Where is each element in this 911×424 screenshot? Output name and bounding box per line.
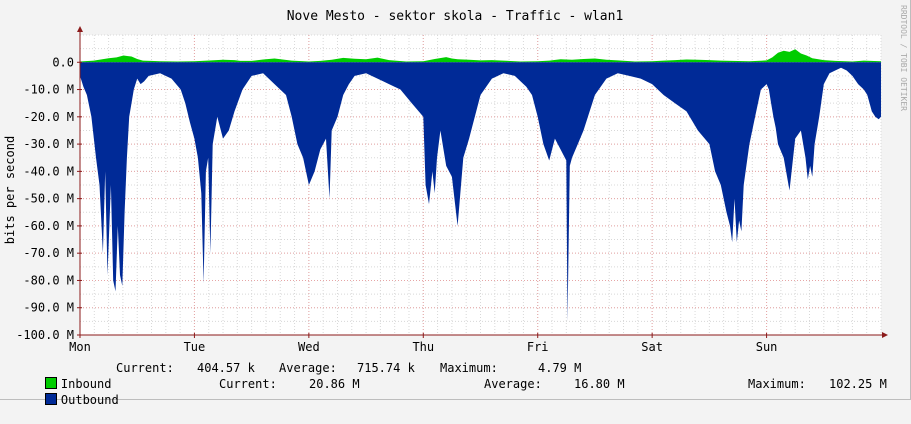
axes xyxy=(77,26,888,338)
inbound-swatch xyxy=(44,377,57,389)
legend-inbound-maximum: 4.79 M xyxy=(538,361,582,375)
legend-outbound-average-label: Average: xyxy=(484,377,542,391)
y-tick-label: -30.0 M xyxy=(23,137,74,151)
traffic-chart: 0.0 -10.0 M -20.0 M -30.0 M -40.0 M -50.0 M -6… xyxy=(3,5,908,354)
y-tick-label: -70.0 M xyxy=(23,246,74,260)
y-tick-label: -20.0 M xyxy=(23,110,74,124)
y-tick-label: 0.0 xyxy=(52,55,74,69)
outbound-swatch xyxy=(44,393,57,405)
y-tick-label: -10.0 M xyxy=(23,83,74,97)
legend-inbound-maximum-label: Maximum: xyxy=(440,361,498,375)
legend-outbound-row: Outbound xyxy=(16,376,119,424)
legend-outbound-average: 16.80 M xyxy=(574,377,625,391)
y-tick-label: -50.0 M xyxy=(23,192,74,206)
y-axis-label: bits per second xyxy=(3,136,17,244)
x-tick-label: Mon xyxy=(69,340,91,354)
x-tick-label: Thu xyxy=(412,340,434,354)
legend-outbound-current: 20.86 M xyxy=(309,377,360,391)
legend-inbound-average-label: Average: xyxy=(279,361,337,375)
y-axis-arrow xyxy=(77,26,83,32)
legend-inbound-average: 715.74 k xyxy=(357,361,415,375)
x-tick-label: Wed xyxy=(298,340,320,354)
y-tick-label: -80.0 M xyxy=(23,273,74,287)
x-tick-labels: Mon Tue Wed Thu Fri Sat Sun xyxy=(69,340,777,354)
legend-inbound-row: Inbound xyxy=(16,360,111,408)
x-tick-label: Fri xyxy=(527,340,549,354)
legend-outbound-maximum: 102.25 M xyxy=(829,377,887,391)
y-tick-label: -100.0 M xyxy=(16,328,74,342)
chart-title: Nove Mesto - sektor skola - Traffic - wl… xyxy=(287,9,624,24)
x-tick-label: Tue xyxy=(184,340,206,354)
y-tick-labels: 0.0 -10.0 M -20.0 M -30.0 M -40.0 M -50.0 M -6… xyxy=(16,55,74,342)
inbound-area xyxy=(80,49,881,63)
y-tick-label: -40.0 M xyxy=(23,164,74,178)
x-tick-label: Sun xyxy=(756,340,778,354)
x-tick-label: Sat xyxy=(641,340,663,354)
rrdtool-watermark: RRDTOOL / TOBI OETIKER xyxy=(899,5,908,111)
x-axis-arrow xyxy=(882,332,888,338)
legend-outbound-name: Outbound xyxy=(60,393,119,407)
graph-frame: 0.0 -10.0 M -20.0 M -30.0 M -40.0 M -50.0 M -6… xyxy=(0,0,911,407)
y-tick-label: -60.0 M xyxy=(23,219,74,233)
legend-inbound-name: Inbound xyxy=(60,377,112,391)
legend-inbound-current-label: Current: xyxy=(116,361,174,375)
legend-outbound-maximum-label: Maximum: xyxy=(748,377,806,391)
legend-outbound-current-label: Current: xyxy=(219,377,277,391)
legend-inbound-current: 404.57 k xyxy=(197,361,255,375)
y-tick-label: -90.0 M xyxy=(23,301,74,315)
outbound-area xyxy=(80,62,881,322)
